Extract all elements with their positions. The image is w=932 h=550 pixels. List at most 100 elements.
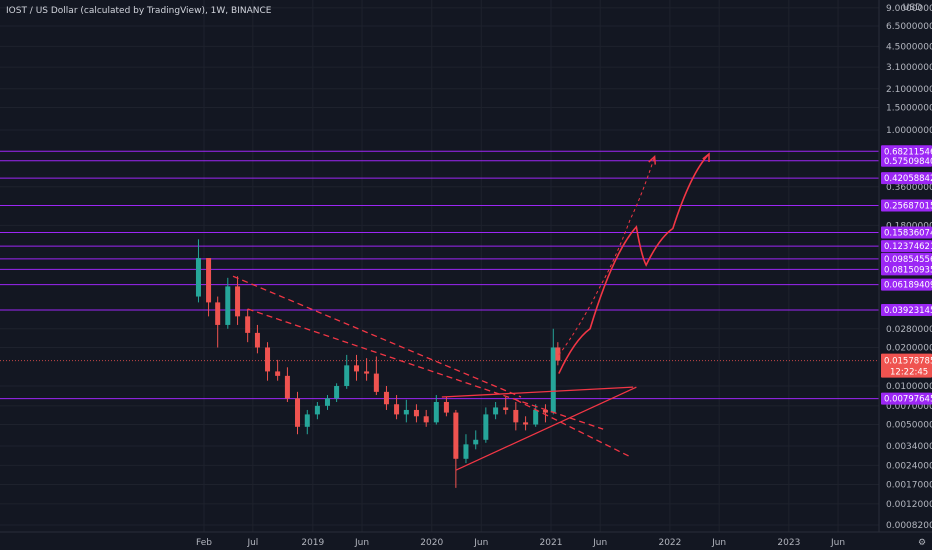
- candle-body: [284, 375, 290, 399]
- candle-body: [364, 371, 370, 374]
- price-tick-label: 1.50000000: [886, 103, 932, 113]
- level-label-box: [881, 145, 932, 158]
- level-label: 0.42058842: [884, 174, 932, 184]
- time-tick-label: 2019: [301, 538, 324, 548]
- time-tick-label: 2023: [777, 538, 800, 548]
- candle-body: [304, 414, 310, 427]
- time-tick-label: 2021: [540, 538, 563, 548]
- price-axis-unit: USD: [903, 3, 922, 13]
- chart-title: IOST / US Dollar (calculated by TradingV…: [6, 6, 272, 16]
- time-tick-label: 2022: [658, 538, 681, 548]
- time-axis-ticks: Feb Jul 2019 Jun 2020 Jun 2021 Jun 2022 Jun 2023 Ju…: [196, 538, 845, 548]
- time-tick-label: Jun: [354, 538, 369, 548]
- level-label: 0.08150935: [884, 265, 932, 275]
- dashed-trendline: [515, 399, 631, 458]
- price-tick-label: 4.50000000: [886, 42, 932, 52]
- candle-body: [542, 409, 548, 413]
- candle-body: [555, 347, 561, 361]
- level-label: 0.00797645: [884, 395, 932, 405]
- level-label: 0.09854556: [884, 255, 932, 265]
- candle-body: [373, 373, 379, 392]
- level-label-box: [881, 240, 932, 253]
- dashed-trendline: [232, 275, 522, 398]
- level-label-box: [881, 263, 932, 276]
- level-label: 0.57509840: [884, 157, 932, 167]
- trendline: [455, 386, 637, 471]
- level-label-box: [881, 172, 932, 185]
- candle-body: [443, 401, 449, 413]
- level-label-box: [881, 304, 932, 317]
- current-price-countdown: 12:22:45: [890, 368, 928, 378]
- time-tick-label: Jul: [246, 538, 258, 548]
- candle-body: [334, 386, 340, 399]
- time-tick-label: Jun: [473, 538, 488, 548]
- candle-body: [314, 405, 320, 415]
- candle-body: [533, 409, 539, 425]
- candle-body: [353, 365, 359, 372]
- candle-body: [206, 258, 212, 303]
- time-axis-panel[interactable]: [0, 532, 932, 550]
- candle-body: [344, 365, 350, 386]
- time-tick-label: 2020: [420, 538, 443, 548]
- candle-body: [483, 414, 489, 440]
- level-label-box: [881, 199, 932, 212]
- candle-body: [245, 316, 251, 333]
- time-tick-label: Feb: [196, 538, 212, 548]
- candle-body: [383, 391, 389, 405]
- level-label-box: [881, 252, 932, 265]
- candle-body: [403, 409, 409, 415]
- candle-body: [225, 286, 231, 325]
- candle-body: [324, 398, 330, 406]
- drawings: [232, 152, 710, 471]
- time-tick-label: Jun: [592, 538, 607, 548]
- dashed-trendline: [247, 308, 604, 430]
- candle-body: [265, 347, 271, 372]
- candle-body: [394, 404, 400, 415]
- candle-body: [513, 409, 519, 423]
- level-label: 0.03923145: [884, 306, 932, 316]
- candle-body: [235, 286, 241, 317]
- level-label: 0.25687015: [884, 202, 932, 212]
- candle-body: [433, 401, 439, 423]
- time-tick-label: Jun: [711, 538, 726, 548]
- candle-body: [423, 416, 429, 423]
- current-price-box: [881, 353, 932, 378]
- arrowhead: [648, 154, 656, 165]
- level-label-box: [881, 278, 932, 291]
- candle-body: [473, 439, 479, 445]
- gridlines: [0, 0, 879, 532]
- gear-icon[interactable]: ⚙: [918, 538, 926, 548]
- price-tick-label: 0.00082000: [886, 521, 932, 531]
- level-label-box: [881, 392, 932, 405]
- candle-body: [550, 347, 556, 413]
- arrowhead: [702, 152, 710, 162]
- candle-body: [523, 422, 529, 425]
- candle-body: [254, 332, 260, 348]
- level-label-box: [881, 154, 932, 167]
- projection-path: [558, 153, 710, 374]
- chart-settings-button[interactable]: ⚙: [916, 535, 928, 548]
- price-tick-label: 3.10000000: [886, 63, 932, 73]
- candle-body: [503, 407, 509, 410]
- price-tick-label: 2.10000000: [886, 85, 932, 95]
- candle-body: [453, 412, 459, 459]
- candle-body: [463, 444, 469, 459]
- level-label: 0.15836074: [884, 228, 932, 238]
- level-label: 0.06189409: [884, 281, 932, 291]
